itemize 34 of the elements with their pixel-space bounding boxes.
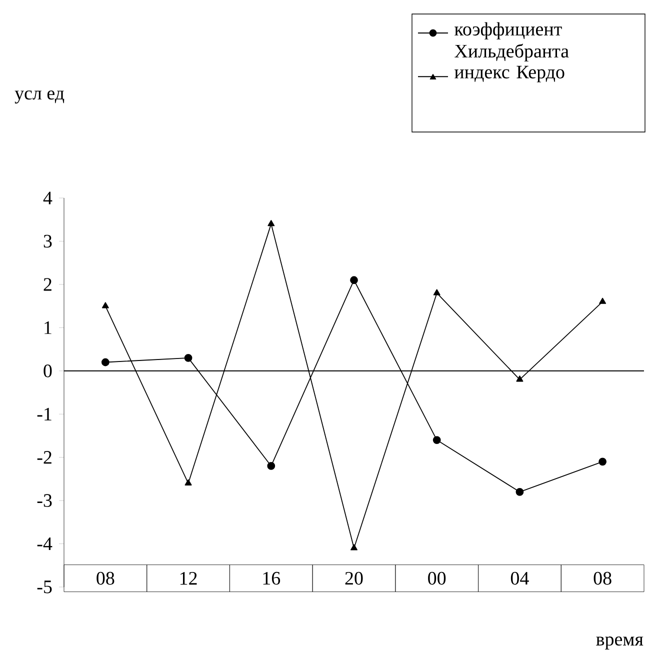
x-tick-label: 08 <box>96 572 114 585</box>
point <box>350 544 358 550</box>
x-axis-title: время <box>596 636 644 650</box>
point <box>184 479 192 486</box>
y-axis-title: усл ед <box>14 90 64 104</box>
point <box>101 358 110 366</box>
point <box>267 462 276 470</box>
y-tick-label: -5 <box>37 580 52 594</box>
point <box>184 354 192 362</box>
x-tick-label: 08 <box>594 572 612 585</box>
point <box>432 436 441 444</box>
point <box>598 458 607 466</box>
y-tick-label: 4 <box>43 192 52 204</box>
y-tick-label: -4 <box>37 538 52 550</box>
legend-label: индекс Кердо <box>454 66 564 82</box>
y-tick-label: -2 <box>37 451 52 464</box>
y-tick-label: -3 <box>37 494 52 507</box>
y-tick-label: 3 <box>44 234 52 248</box>
point <box>433 289 440 296</box>
x-tick-label: 04 <box>510 572 529 585</box>
point <box>516 376 524 382</box>
y-tick-label: 0 <box>44 364 52 378</box>
x-tick-label: 16 <box>263 572 280 585</box>
y-tick-label: -1 <box>37 408 52 420</box>
y-tick-label: 2 <box>44 278 52 291</box>
y-tick-label: 1 <box>44 321 52 334</box>
point <box>102 302 109 308</box>
x-tick-label: 12 <box>180 572 197 585</box>
point <box>350 276 358 284</box>
point <box>599 298 606 304</box>
x-tick-label: 00 <box>428 572 446 585</box>
point <box>268 220 275 226</box>
point <box>516 488 524 496</box>
x-tick-label: 20 <box>345 572 363 585</box>
